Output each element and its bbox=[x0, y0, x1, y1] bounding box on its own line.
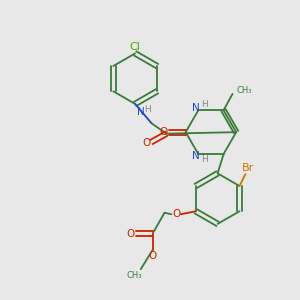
Text: H: H bbox=[201, 155, 208, 164]
Text: N: N bbox=[192, 103, 200, 113]
Text: Br: Br bbox=[242, 163, 254, 172]
Text: N: N bbox=[192, 152, 200, 161]
Text: CH₃: CH₃ bbox=[127, 271, 142, 280]
Text: O: O bbox=[142, 139, 150, 148]
Text: N: N bbox=[136, 107, 144, 117]
Text: H: H bbox=[144, 105, 151, 114]
Text: O: O bbox=[172, 209, 181, 219]
Text: O: O bbox=[159, 127, 167, 137]
Text: O: O bbox=[126, 229, 134, 238]
Text: O: O bbox=[148, 251, 157, 261]
Text: Cl: Cl bbox=[130, 42, 141, 52]
Text: CH₃: CH₃ bbox=[237, 86, 252, 95]
Text: H: H bbox=[202, 100, 208, 109]
